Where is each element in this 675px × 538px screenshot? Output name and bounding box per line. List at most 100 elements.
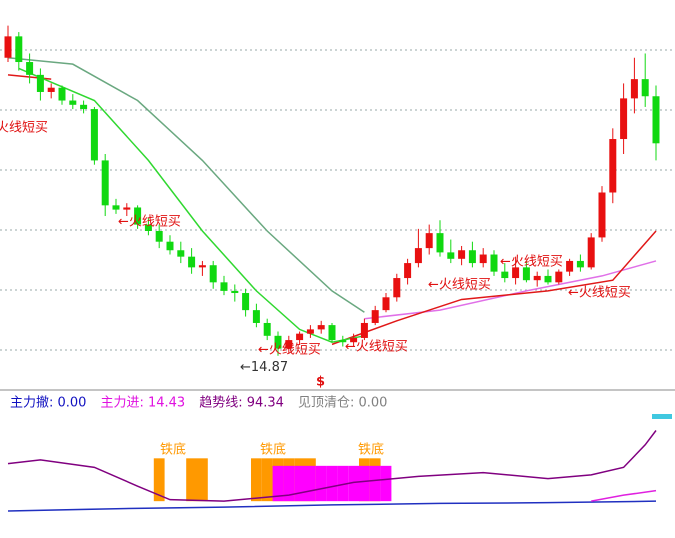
candle-body bbox=[350, 337, 358, 343]
candle-body bbox=[501, 271, 509, 279]
annotation: ←火线短买 bbox=[258, 343, 321, 358]
candle-body bbox=[198, 265, 206, 268]
candle-body bbox=[242, 293, 250, 311]
indicator-line bbox=[18, 67, 365, 344]
candle-body bbox=[458, 250, 466, 259]
candle-body bbox=[80, 104, 88, 110]
candle-body bbox=[90, 109, 98, 161]
candle-body bbox=[15, 36, 23, 63]
indicator-line bbox=[7, 57, 365, 313]
candle-body bbox=[339, 340, 347, 343]
candle-body bbox=[652, 96, 660, 144]
candle-body bbox=[360, 322, 368, 338]
tiedi-label: 铁底 bbox=[358, 442, 384, 458]
annotation: ←火线短买 bbox=[428, 278, 491, 293]
candle-body bbox=[58, 87, 66, 101]
money-bar bbox=[369, 465, 381, 502]
candle-body bbox=[274, 335, 282, 349]
candle-body bbox=[134, 207, 142, 225]
candle-body bbox=[468, 250, 476, 264]
low-label: ←14.87 bbox=[240, 360, 288, 375]
candle-body bbox=[587, 237, 595, 268]
signal-mark: $ bbox=[316, 375, 325, 390]
candle-body bbox=[166, 241, 174, 251]
money-bar bbox=[380, 465, 392, 502]
candle-body bbox=[425, 233, 433, 249]
candle-body bbox=[188, 256, 196, 268]
candle-body bbox=[576, 260, 584, 268]
signal-bar bbox=[186, 458, 197, 502]
annotation: ←火线短买 bbox=[500, 255, 563, 270]
indicator-label: 主力进: 14.43 bbox=[100, 396, 185, 411]
candle-body bbox=[36, 74, 44, 92]
candle-body bbox=[306, 329, 314, 334]
candle-body bbox=[436, 233, 444, 253]
candle-body bbox=[144, 224, 152, 231]
candle-body bbox=[123, 207, 131, 210]
annotation: ←火线短买 bbox=[345, 340, 408, 355]
candle-body bbox=[544, 275, 552, 283]
candle-body bbox=[112, 205, 120, 210]
candle-body bbox=[566, 260, 574, 272]
candle-body bbox=[4, 36, 12, 58]
candle-body bbox=[479, 254, 487, 264]
signal-bar bbox=[261, 458, 273, 502]
candle-body bbox=[220, 282, 228, 291]
candle-body bbox=[371, 310, 379, 323]
indicator-label: 主力撤: 0.00 bbox=[10, 395, 86, 411]
candle-body bbox=[285, 340, 293, 349]
indicator-label: 趋势线: 94.34 bbox=[199, 395, 284, 411]
signal-bar bbox=[251, 458, 262, 502]
candle-body bbox=[209, 265, 217, 283]
signal-bar bbox=[153, 458, 165, 502]
indicator-line bbox=[7, 500, 657, 512]
candle-body bbox=[404, 263, 412, 279]
candle-body bbox=[155, 231, 163, 242]
badge bbox=[652, 414, 672, 419]
candle-body bbox=[252, 310, 260, 323]
candle-body bbox=[101, 160, 109, 206]
signal-bar bbox=[197, 458, 208, 502]
money-bar bbox=[315, 465, 327, 502]
money-bar bbox=[272, 465, 284, 502]
indicator-line bbox=[331, 230, 657, 346]
candle-body bbox=[598, 192, 606, 238]
indicator-line bbox=[591, 489, 657, 502]
candle-body bbox=[609, 139, 617, 193]
tiedi-label: 铁底 bbox=[160, 442, 186, 458]
money-bar bbox=[326, 465, 338, 502]
candle-body bbox=[555, 271, 563, 283]
money-bar bbox=[283, 465, 295, 502]
candle-body bbox=[47, 87, 55, 92]
annotation: ←火线短买 bbox=[568, 286, 631, 301]
tiedi-label: 铁底 bbox=[260, 442, 286, 458]
money-bar bbox=[305, 465, 316, 502]
candle-body bbox=[620, 98, 628, 140]
candle-body bbox=[231, 290, 239, 294]
annotation: ←火线短买 bbox=[118, 215, 181, 230]
money-bar bbox=[348, 465, 359, 502]
candle-body bbox=[533, 275, 541, 281]
candle-body bbox=[26, 62, 34, 75]
candle-body bbox=[69, 100, 77, 105]
candle-body bbox=[317, 325, 325, 330]
candle-body bbox=[641, 79, 649, 97]
candle-body bbox=[630, 79, 638, 99]
candle-body bbox=[177, 250, 185, 257]
candle-body bbox=[522, 267, 530, 281]
candle-body bbox=[393, 278, 401, 298]
annotation: 火线短买 bbox=[0, 121, 48, 136]
candle-body bbox=[512, 267, 520, 279]
candle-body bbox=[382, 297, 390, 311]
money-bar bbox=[337, 465, 349, 502]
indicator-label: 见顶清仓: 0.00 bbox=[298, 396, 387, 411]
candle-body bbox=[490, 254, 498, 272]
candle-body bbox=[447, 252, 455, 259]
indicator-line bbox=[7, 430, 657, 502]
candle-body bbox=[414, 248, 422, 264]
candle-body bbox=[296, 333, 304, 341]
money-bar bbox=[294, 465, 305, 502]
candle-body bbox=[328, 325, 336, 341]
